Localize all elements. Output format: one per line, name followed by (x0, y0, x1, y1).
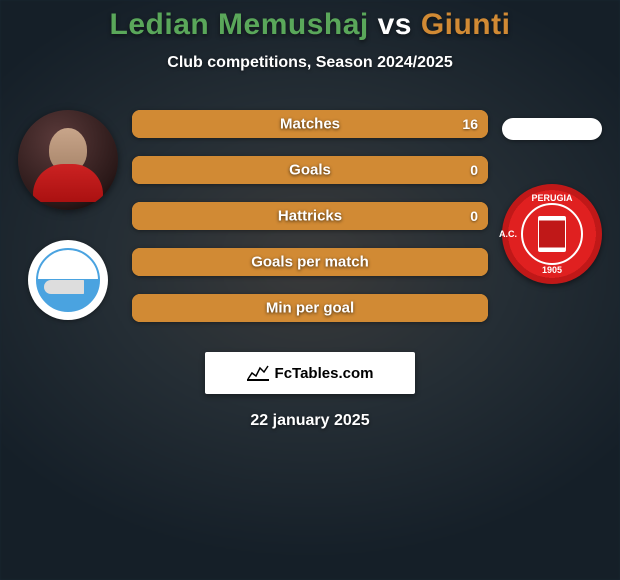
perugia-label-bottom: 1905 (542, 265, 562, 275)
date-label: 22 january 2025 (0, 412, 620, 430)
title-player2: Giunti (421, 8, 511, 41)
player1-avatar (18, 110, 118, 210)
stat-bars: Matches 16 Goals 0 Hattricks 0 Goals per match… (128, 110, 492, 322)
pescara-logo (28, 240, 108, 320)
player2-flag (502, 118, 602, 140)
stat-bar: Min per goal (132, 294, 488, 322)
perugia-label-left: A.C. (499, 229, 517, 239)
title-vs: vs (378, 8, 412, 41)
bar-value-right: 0 (470, 208, 478, 224)
comparison-title: Ledian Memushaj vs Giunti (0, 8, 620, 42)
fctables-icon (247, 365, 269, 381)
perugia-label-top: PERUGIA (531, 193, 572, 203)
bar-label: Min per goal (266, 300, 354, 317)
stat-bar: Goals per match (132, 248, 488, 276)
bar-label: Matches (280, 116, 340, 133)
brand-box: FcTables.com (205, 352, 415, 394)
bar-label: Goals per match (251, 254, 369, 271)
subtitle: Club competitions, Season 2024/2025 (0, 54, 620, 72)
bar-label: Goals (289, 162, 331, 179)
brand-text: FcTables.com (275, 365, 374, 382)
title-player1: Ledian Memushaj (110, 8, 369, 41)
stat-bar: Goals 0 (132, 156, 488, 184)
bar-value-right: 16 (462, 116, 478, 132)
stat-bar: Hattricks 0 (132, 202, 488, 230)
bar-label: Hattricks (278, 208, 342, 225)
stat-bar: Matches 16 (132, 110, 488, 138)
perugia-logo: PERUGIA A.C. 1905 (502, 184, 602, 284)
bar-value-right: 0 (470, 162, 478, 178)
right-column: PERUGIA A.C. 1905 (492, 110, 612, 284)
left-column (8, 110, 128, 320)
